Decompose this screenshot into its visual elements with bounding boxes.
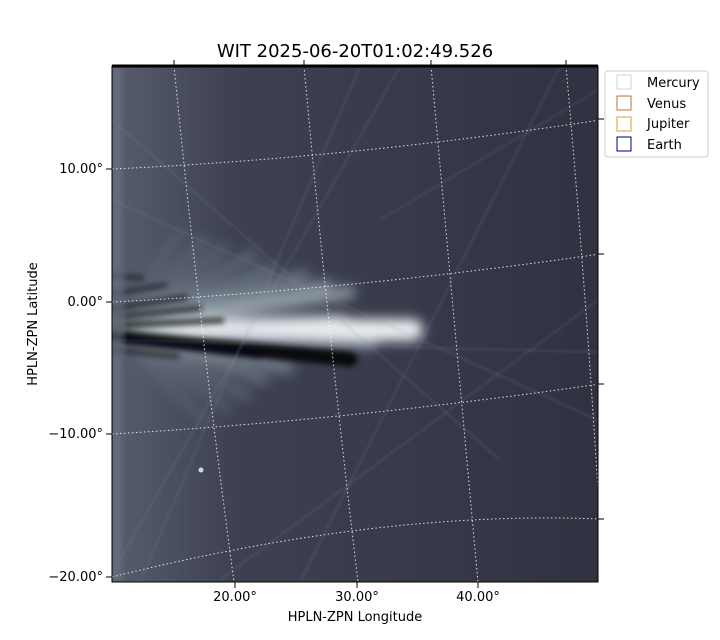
streamer-ray — [112, 326, 210, 425]
x-tick-label: 40.00° — [456, 590, 500, 605]
dark-band — [112, 294, 189, 312]
latitude-gridline — [112, 517, 598, 578]
legend-box — [604, 70, 709, 158]
legend-swatch-venus — [616, 95, 632, 111]
latitude-gridline — [112, 253, 598, 303]
dark-band — [112, 334, 264, 359]
y-tick-label: −10.00° — [48, 427, 103, 442]
coronagraph-image — [112, 66, 598, 582]
faint-streak — [379, 89, 598, 221]
dark-band — [112, 305, 203, 321]
top-axis-ticks — [173, 60, 567, 66]
faint-streak — [112, 199, 598, 421]
streamer-ray — [112, 325, 377, 349]
legend: Mercury Venus Jupiter Earth — [604, 70, 709, 158]
legend-swatch-jupiter — [616, 116, 632, 132]
faint-streak — [119, 66, 401, 561]
legend-label-mercury: Mercury — [647, 76, 700, 91]
faint-streak — [112, 339, 598, 353]
dark-band — [112, 346, 180, 360]
legend-swatch-earth — [616, 136, 632, 152]
coordinate-grid — [112, 66, 598, 582]
x-axis-label: HPLN-ZPN Longitude — [288, 610, 423, 625]
y-tick-label: 0.00° — [68, 295, 103, 310]
faint-streak — [219, 299, 598, 581]
y-tick-label: −20.00° — [48, 570, 103, 585]
right-axis-ticks — [598, 118, 604, 520]
faint-streak — [139, 66, 361, 582]
y-axis: 10.00° 0.00° −10.00° −20.00° — [48, 162, 112, 585]
faint-streak — [112, 119, 501, 461]
legend-label-venus: Venus — [647, 97, 686, 112]
y-axis-label: HPLN-ZPN Latitude — [26, 262, 41, 385]
x-axis: 20.00° 30.00° 40.00° — [213, 582, 500, 605]
longitude-gridline — [173, 66, 235, 582]
longitude-gridline — [565, 66, 598, 491]
dark-band — [112, 317, 225, 329]
bright-point — [198, 467, 204, 473]
longitude-gridline — [430, 66, 479, 582]
chart-title: WIT 2025-06-20T01:02:49.526 — [217, 41, 493, 62]
legend-swatch-mercury — [616, 74, 632, 90]
faint-streak — [299, 66, 561, 582]
x-tick-label: 30.00° — [335, 590, 379, 605]
legend-label-earth: Earth — [647, 138, 682, 153]
x-tick-label: 20.00° — [213, 590, 257, 605]
y-tick-label: 10.00° — [59, 162, 103, 177]
longitude-gridline — [303, 66, 359, 582]
left-edge-glow — [112, 66, 122, 582]
legend-label-jupiter: Jupiter — [646, 117, 690, 132]
